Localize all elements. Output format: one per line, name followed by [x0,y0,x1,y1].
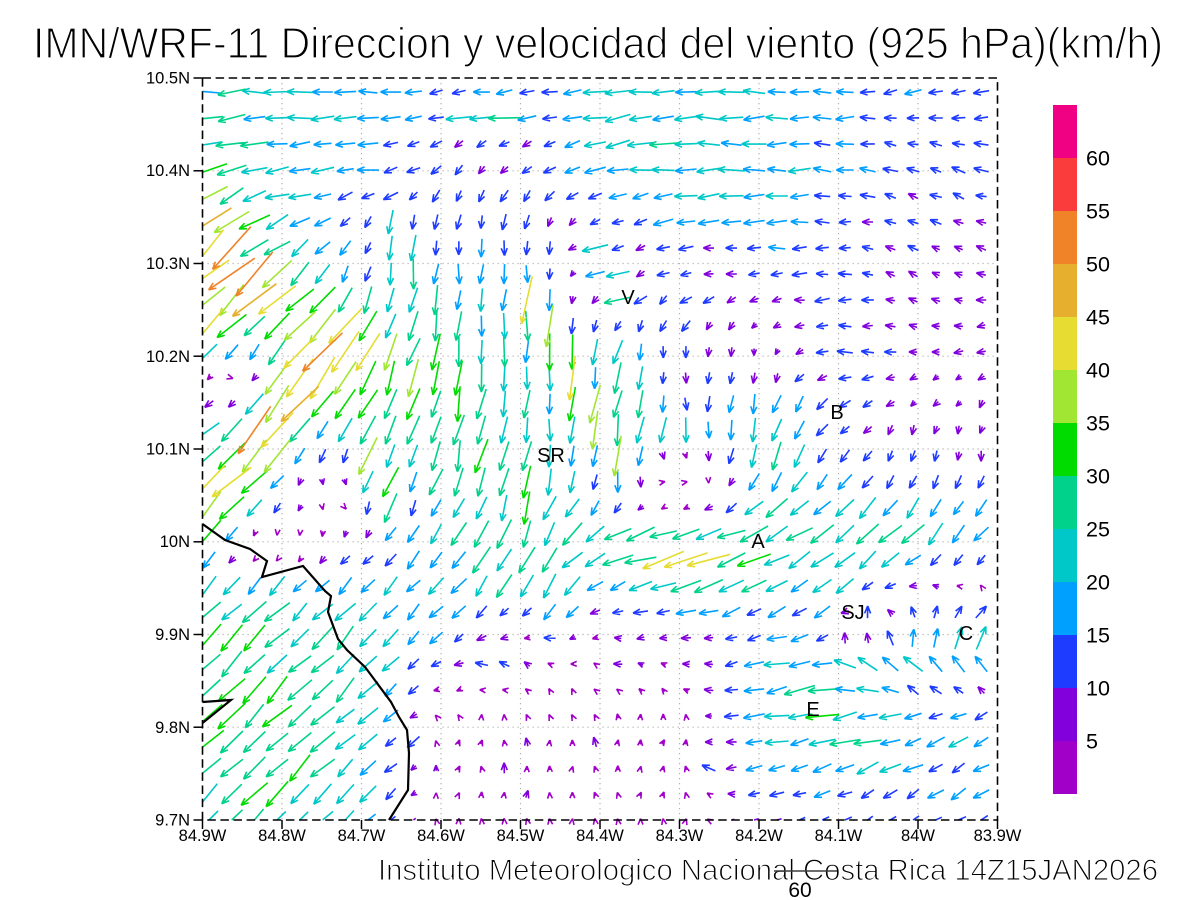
svg-text:SJ: SJ [841,602,864,624]
svg-text:10.1N: 10.1N [146,441,190,459]
svg-text:40: 40 [1086,359,1110,383]
svg-text:84.8W: 84.8W [258,827,306,845]
svg-text:A: A [751,531,765,553]
svg-text:10.5N: 10.5N [146,70,190,88]
svg-text:60: 60 [1086,147,1110,171]
svg-text:60: 60 [788,879,811,900]
svg-text:E: E [806,699,819,721]
svg-text:55: 55 [1086,200,1110,224]
svg-text:Instituto Meteorologico Nacion: Instituto Meteorologico Nacional Costa R… [378,854,1158,887]
svg-text:25: 25 [1086,518,1110,542]
svg-text:20: 20 [1086,571,1110,595]
svg-text:SR: SR [537,445,565,467]
svg-text:10.2N: 10.2N [146,348,190,366]
svg-text:15: 15 [1086,624,1110,648]
svg-text:84.1W: 84.1W [815,827,863,845]
svg-text:V: V [621,287,635,309]
svg-text:10N: 10N [160,533,190,551]
svg-text:10.3N: 10.3N [146,255,190,273]
svg-text:84W: 84W [901,827,935,845]
svg-text:10: 10 [1086,677,1110,701]
svg-text:9.7N: 9.7N [155,812,190,830]
svg-text:35: 35 [1086,412,1110,436]
svg-text:84.9W: 84.9W [179,827,227,845]
svg-text:9.8N: 9.8N [155,719,190,737]
svg-text:83.9W: 83.9W [974,827,1022,845]
svg-text:45: 45 [1086,306,1110,330]
svg-text:IMN/WRF-11 Direccion y velocid: IMN/WRF-11 Direccion y velocidad del vie… [33,19,1163,68]
svg-text:84.4W: 84.4W [576,827,624,845]
svg-text:84.2W: 84.2W [735,827,783,845]
svg-text:84.6W: 84.6W [417,827,465,845]
svg-text:50: 50 [1086,253,1110,277]
svg-text:84.5W: 84.5W [497,827,545,845]
svg-text:84.3W: 84.3W [656,827,704,845]
svg-text:84.7W: 84.7W [338,827,386,845]
svg-text:9.9N: 9.9N [155,626,190,644]
svg-text:30: 30 [1086,465,1110,489]
svg-text:B: B [830,402,843,424]
svg-text:5: 5 [1086,730,1098,754]
svg-text:10.4N: 10.4N [146,162,190,180]
svg-text:C: C [959,623,973,645]
